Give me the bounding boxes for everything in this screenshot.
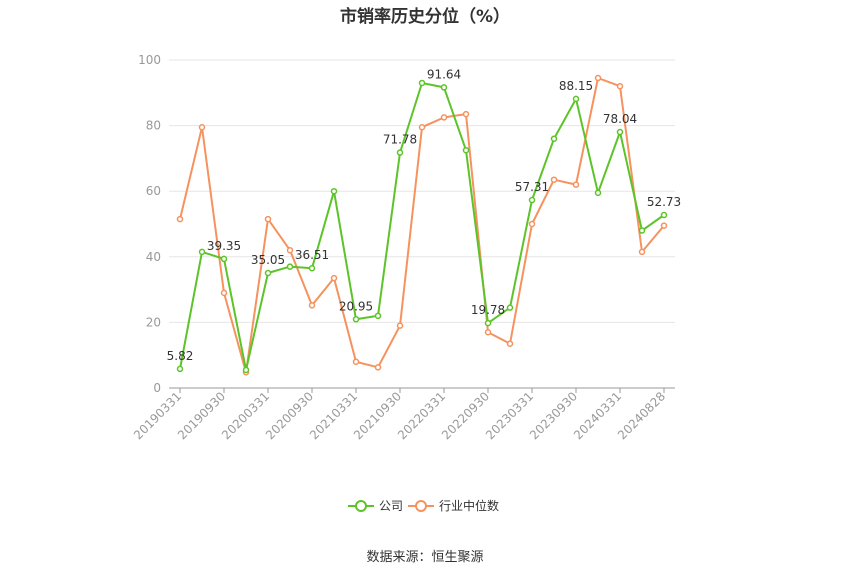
legend-label: 行业中位数 xyxy=(439,498,499,513)
data-point xyxy=(616,128,624,136)
data-point xyxy=(506,304,514,311)
legend: 公司 行业中位数 xyxy=(348,498,499,513)
y-tick-label: 80 xyxy=(146,119,161,133)
data-label: 5.82 xyxy=(167,349,194,363)
data-point xyxy=(330,274,338,282)
data-point xyxy=(330,187,338,195)
data-label: 35.05 xyxy=(251,253,285,267)
data-point xyxy=(550,176,558,183)
legend-swatch-marker xyxy=(355,500,367,512)
data-point xyxy=(440,84,448,91)
data-point xyxy=(594,189,602,197)
data-label: 36.51 xyxy=(295,248,329,262)
data-point xyxy=(638,248,646,256)
series-line-industry-median xyxy=(179,77,665,374)
data-point xyxy=(308,302,316,309)
chart-source: 数据来源：恒生聚源 xyxy=(366,550,484,565)
data-point xyxy=(462,110,470,118)
data-point xyxy=(572,181,580,188)
chart-title: 市销率历史分位（%） xyxy=(339,7,511,27)
data-label: 20.95 xyxy=(339,299,373,313)
y-tick-label: 40 xyxy=(146,250,161,264)
data-point xyxy=(352,358,360,366)
data-point xyxy=(528,196,536,204)
data-point xyxy=(594,74,602,82)
legend-item-company: 公司 xyxy=(348,499,403,513)
data-label: 78.04 xyxy=(603,112,637,126)
legend-swatch-marker xyxy=(415,500,427,512)
data-point xyxy=(506,340,514,347)
data-point xyxy=(264,215,272,223)
data-point xyxy=(616,82,624,90)
data-label-layer: 5.82 39.35 35.05 36.51 20.95 71.78 91.64 19.78 5… xyxy=(167,67,682,362)
data-point xyxy=(550,135,558,142)
data-point xyxy=(176,215,184,223)
data-point xyxy=(418,123,426,131)
data-point xyxy=(484,328,492,336)
y-tick-label: 0 xyxy=(153,381,161,395)
legend-item-industry-median: 行业中位数 xyxy=(408,498,499,513)
y-tick-label: 20 xyxy=(146,315,161,329)
data-point xyxy=(220,255,228,263)
data-point xyxy=(572,95,580,103)
data-point xyxy=(374,312,382,320)
data-point xyxy=(220,289,228,297)
data-label: 71.78 xyxy=(383,133,417,147)
data-point xyxy=(418,79,426,87)
data-label: 57.31 xyxy=(515,180,549,194)
data-point xyxy=(528,220,536,228)
data-point xyxy=(440,114,448,121)
data-point xyxy=(462,146,470,154)
data-label: 91.64 xyxy=(427,67,461,81)
data-point xyxy=(484,319,492,327)
data-point xyxy=(660,211,668,219)
data-point xyxy=(264,269,272,277)
data-point xyxy=(396,322,404,329)
legend-label: 公司 xyxy=(379,499,403,513)
data-point xyxy=(198,248,206,256)
data-label: 52.73 xyxy=(647,195,681,209)
data-point xyxy=(286,246,294,254)
data-label: 88.15 xyxy=(559,79,593,93)
y-tick-label: 60 xyxy=(146,184,161,198)
y-tick-label: 100 xyxy=(138,53,161,67)
data-point xyxy=(198,123,206,131)
data-label: 19.78 xyxy=(471,303,505,317)
series-layer xyxy=(176,74,668,376)
data-point xyxy=(308,264,316,272)
data-point xyxy=(176,365,184,373)
x-tick-label: 20240828 xyxy=(615,389,668,442)
data-point xyxy=(286,263,294,270)
data-point xyxy=(242,366,250,374)
data-label: 39.35 xyxy=(207,239,241,253)
data-point xyxy=(374,364,382,371)
data-point xyxy=(396,149,404,156)
data-point xyxy=(660,222,668,229)
data-point xyxy=(638,227,646,234)
data-point xyxy=(352,316,360,323)
